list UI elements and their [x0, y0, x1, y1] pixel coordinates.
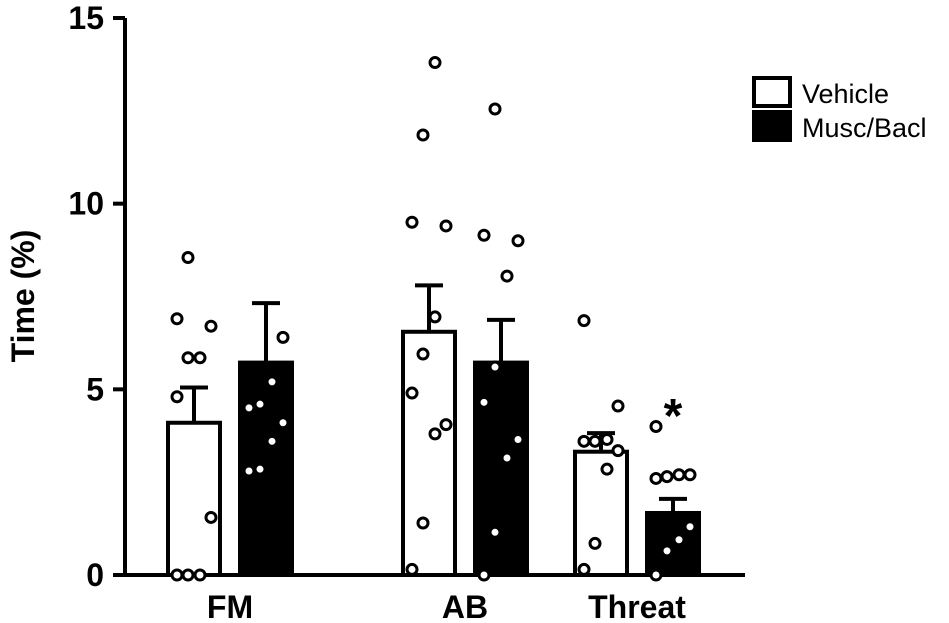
data-point	[428, 427, 442, 441]
legend: Vehicle Musc/Bacl	[752, 76, 927, 143]
legend-swatch	[752, 110, 792, 142]
data-point	[170, 312, 184, 326]
data-point	[405, 562, 419, 576]
bar	[473, 360, 529, 577]
data-point	[488, 525, 502, 539]
data-point	[477, 228, 491, 242]
data-point	[477, 568, 491, 582]
bar	[166, 420, 222, 577]
data-point	[170, 568, 184, 582]
data-point	[683, 468, 697, 482]
data-point	[511, 432, 525, 446]
data-point	[649, 568, 663, 582]
data-point	[193, 351, 207, 365]
y-axis-label: Time (%)	[5, 230, 41, 363]
y-ticks: 0 5 10 15	[68, 0, 125, 593]
data-point	[428, 56, 442, 70]
x-tick-label: FM	[207, 589, 253, 623]
error-bars	[180, 283, 687, 513]
data-point	[253, 397, 267, 411]
bar	[573, 449, 629, 578]
legend-label: Musc/Bacl	[802, 113, 927, 143]
data-point	[683, 520, 697, 534]
data-point	[660, 470, 674, 484]
data-point	[588, 536, 602, 550]
data-point	[416, 347, 430, 361]
data-point	[649, 471, 663, 485]
data-point	[181, 251, 195, 265]
data-point	[600, 462, 614, 476]
data-point	[660, 544, 674, 558]
data-point	[600, 432, 614, 446]
data-point	[181, 568, 195, 582]
legend-swatch	[752, 76, 792, 108]
data-point	[488, 102, 502, 116]
data-point	[253, 462, 267, 476]
data-point	[577, 434, 591, 448]
data-point	[649, 419, 663, 433]
data-point	[416, 516, 430, 530]
data-point	[672, 533, 686, 547]
data-point	[265, 375, 279, 389]
data-point	[588, 434, 602, 448]
y-tick-label: 5	[86, 371, 104, 407]
data-point	[416, 128, 430, 142]
data-point	[181, 351, 195, 365]
data-point	[204, 510, 218, 524]
significance-asterisk: *	[664, 390, 683, 443]
data-point	[204, 319, 218, 333]
data-point	[500, 451, 514, 465]
data-point	[611, 444, 625, 458]
data-point	[405, 386, 419, 400]
data-point	[193, 568, 207, 582]
data-point	[405, 215, 419, 229]
data-point	[611, 399, 625, 413]
data-point	[276, 330, 290, 344]
data-point	[265, 434, 279, 448]
legend-label: Vehicle	[802, 79, 889, 109]
y-tick-label: 15	[68, 0, 104, 36]
data-point	[511, 234, 525, 248]
data-point	[488, 360, 502, 374]
data-point	[577, 314, 591, 328]
bar	[401, 329, 457, 577]
data-point	[439, 418, 453, 432]
data-point	[439, 219, 453, 233]
data-point	[276, 416, 290, 430]
data-point	[577, 562, 591, 576]
data-point	[500, 269, 514, 283]
data-point	[242, 401, 256, 415]
y-tick-label: 0	[86, 557, 104, 593]
data-point	[170, 390, 184, 404]
x-tick-label: AB	[442, 589, 488, 623]
x-tick-label: Threat	[588, 589, 686, 623]
data-point	[428, 310, 442, 324]
x-tick-labels: FM AB Threat	[207, 589, 686, 623]
data-point	[242, 464, 256, 478]
data-point	[672, 468, 686, 482]
data-point	[477, 395, 491, 409]
y-tick-label: 10	[68, 186, 104, 222]
significance-markers: *	[664, 390, 683, 443]
data-points	[170, 56, 697, 582]
